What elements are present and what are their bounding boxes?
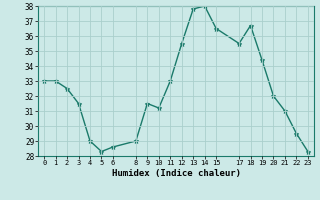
X-axis label: Humidex (Indice chaleur): Humidex (Indice chaleur) [111,169,241,178]
